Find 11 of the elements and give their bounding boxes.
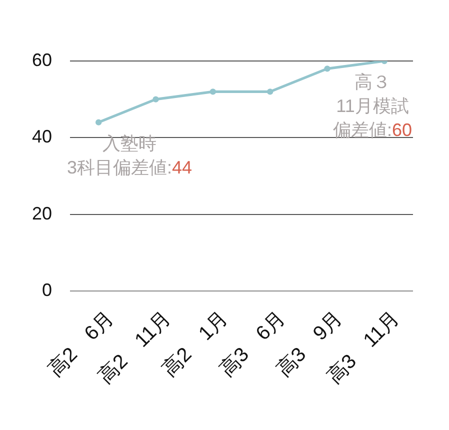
- point: [95, 119, 102, 126]
- point: [152, 96, 159, 102]
- y-tick-label: 0: [42, 280, 52, 300]
- annotation: 高３11月模試偏差値:60: [332, 72, 412, 140]
- y-tick-label: 40: [32, 126, 52, 147]
- point: [324, 66, 330, 72]
- y-tick-label: 20: [32, 203, 52, 224]
- y-tick-label: 60: [32, 50, 52, 70]
- point: [210, 88, 216, 95]
- annotation: 入塾時3科目偏差値:44: [67, 133, 192, 178]
- point: [266, 88, 274, 95]
